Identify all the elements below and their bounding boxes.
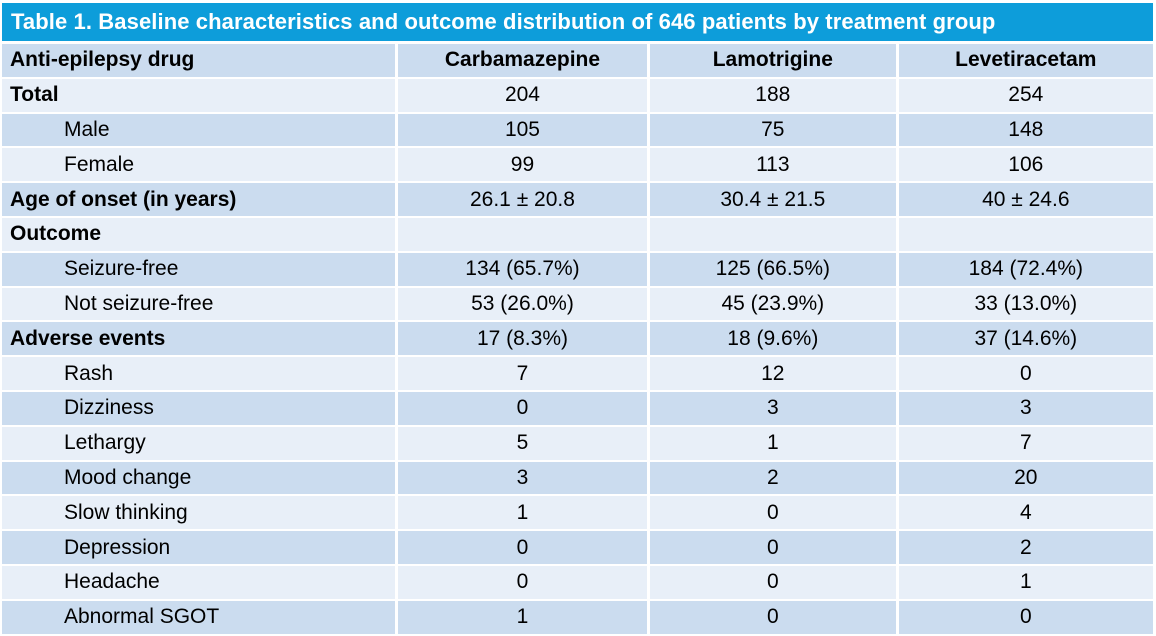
row-label: Depression <box>2 531 398 566</box>
data-cell: 2 <box>898 531 1153 566</box>
data-cell: 17 (8.3%) <box>397 322 650 358</box>
header-row: Anti-epilepsy drug Carbamazepine Lamotrigi… <box>2 44 1153 79</box>
table-title: Table 1. Baseline characteristics and ou… <box>2 3 1153 41</box>
table-row: Age of onset (in years) 26.1 ± 20.8 30.4 ±… <box>2 183 1153 218</box>
data-cell: 3 <box>898 392 1153 427</box>
data-cell: 30.4 ± 21.5 <box>650 183 899 218</box>
treatment-column-header: Levetiracetam <box>898 44 1153 79</box>
table-row: Lethargy 5 1 7 <box>2 426 1153 462</box>
data-cell: 148 <box>898 114 1153 149</box>
row-label: Total <box>2 78 398 114</box>
row-label: Adverse events <box>2 322 398 358</box>
data-cell: 33 (13.0%) <box>898 288 1153 323</box>
row-label: Dizziness <box>2 391 398 427</box>
treatment-column-header: Lamotrigine <box>650 44 899 79</box>
data-cell: 106 <box>898 148 1153 184</box>
treatment-column-header: Carbamazepine <box>397 44 650 79</box>
row-label: Outcome <box>2 217 398 253</box>
data-cell: 0 <box>898 357 1153 392</box>
row-label: Rash <box>2 357 398 392</box>
data-cell: 4 <box>898 496 1153 532</box>
row-label: Not seizure-free <box>2 287 398 323</box>
row-label: Seizure-free <box>2 252 398 288</box>
data-cell: 12 <box>650 357 899 392</box>
data-cell: 1 <box>650 426 899 462</box>
data-cell: 75 <box>650 113 899 149</box>
data-cell: 125 (66.5%) <box>650 252 899 288</box>
data-cell: 134 (65.7%) <box>397 252 650 288</box>
table-row: Abnormal SGOT 1 0 0 <box>2 600 1153 636</box>
data-cell: 0 <box>650 531 899 566</box>
row-label: Slow thinking <box>2 496 398 532</box>
data-cell: 3 <box>397 461 650 497</box>
table-row: Dizziness 0 3 3 <box>2 391 1153 427</box>
table-row: Mood change 3 2 20 <box>2 461 1153 497</box>
data-cell <box>397 217 650 253</box>
table-body: Total 204 188 254 Male 105 75 148 Female 99 113 106… <box>2 78 1153 636</box>
row-label: Male <box>2 113 398 149</box>
table-row: Adverse events 17 (8.3%) 18 (9.6%) 37 (14.6… <box>2 322 1153 358</box>
data-cell <box>650 217 899 253</box>
table-row: Not seizure-free 53 (26.0%) 45 (23.9%) 33 (… <box>2 287 1153 323</box>
data-cell: 53 (26.0%) <box>397 287 650 323</box>
row-header-column-label: Anti-epilepsy drug <box>2 44 398 79</box>
data-cell: 20 <box>898 462 1153 497</box>
data-cell: 1 <box>898 566 1153 601</box>
row-label: Abnormal SGOT <box>2 600 398 636</box>
table-row: Slow thinking 1 0 4 <box>2 496 1153 532</box>
row-label: Age of onset (in years) <box>2 183 398 218</box>
table-row: Headache 0 0 1 <box>2 565 1153 601</box>
table-row: Seizure-free 134 (65.7%) 125 (66.5%) 184 (7… <box>2 252 1153 288</box>
row-label: Headache <box>2 565 398 601</box>
data-cell: 204 <box>397 78 650 114</box>
data-cell: 2 <box>650 461 899 497</box>
data-cell: 0 <box>397 391 650 427</box>
data-cell: 45 (23.9%) <box>650 287 899 323</box>
data-cell: 1 <box>397 600 650 636</box>
data-cell: 7 <box>898 427 1153 462</box>
table-row: Rash 7 12 0 <box>2 357 1153 392</box>
data-cell: 105 <box>397 113 650 149</box>
table-row: Outcome <box>2 217 1153 253</box>
data-cell: 0 <box>650 496 899 532</box>
data-cell: 7 <box>397 357 650 392</box>
data-cell: 3 <box>650 391 899 427</box>
data-cell: 0 <box>650 600 899 636</box>
baseline-characteristics-table: Anti-epilepsy drug Carbamazepine Lamotrigi… <box>2 44 1153 636</box>
data-cell: 188 <box>650 78 899 114</box>
data-cell: 254 <box>898 79 1153 114</box>
data-cell: 37 (14.6%) <box>898 322 1153 358</box>
data-cell: 0 <box>898 601 1153 636</box>
table-row: Depression 0 0 2 <box>2 531 1153 566</box>
data-cell: 0 <box>397 531 650 566</box>
data-cell: 18 (9.6%) <box>650 322 899 358</box>
data-cell: 0 <box>650 565 899 601</box>
table-row: Total 204 188 254 <box>2 78 1153 114</box>
table-row: Male 105 75 148 <box>2 113 1153 149</box>
data-cell: 40 ± 24.6 <box>898 183 1153 218</box>
row-label: Female <box>2 148 398 184</box>
data-cell <box>898 218 1153 253</box>
row-label: Lethargy <box>2 426 398 462</box>
data-cell: 99 <box>397 148 650 184</box>
data-cell: 184 (72.4%) <box>898 253 1153 288</box>
data-cell: 1 <box>397 496 650 532</box>
data-cell: 5 <box>397 426 650 462</box>
table-row: Female 99 113 106 <box>2 148 1153 184</box>
row-label: Mood change <box>2 461 398 497</box>
data-cell: 113 <box>650 148 899 184</box>
data-cell: 0 <box>397 565 650 601</box>
data-cell: 26.1 ± 20.8 <box>397 183 650 218</box>
